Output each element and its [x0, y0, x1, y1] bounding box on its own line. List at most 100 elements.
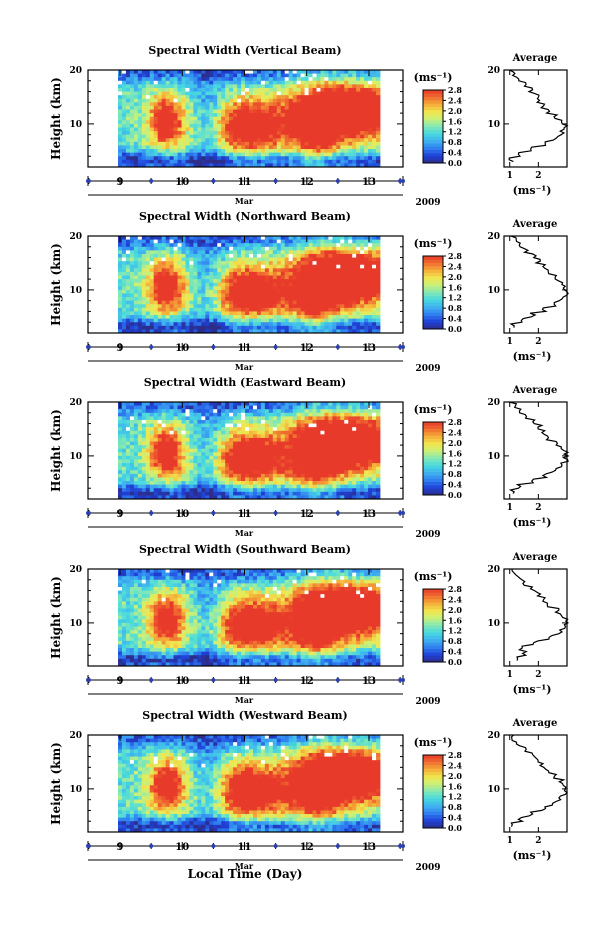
heatmap-cell: [249, 138, 253, 142]
heatmap-cell: [233, 406, 237, 410]
heatmap-cell: [316, 250, 320, 254]
colorbar-swatch: [423, 146, 443, 150]
heatmap-cell: [257, 74, 261, 78]
heatmap-cell: [293, 258, 297, 262]
heatmap-cell: [257, 160, 261, 164]
heatmap-cell: [134, 268, 138, 272]
heatmap-cell: [197, 145, 201, 149]
heatmap-cell: [305, 153, 309, 157]
heatmap-cell: [364, 127, 368, 131]
heatmap-cell: [154, 92, 158, 96]
heatmap-cell: [130, 279, 134, 283]
heatmap-cell: [237, 110, 241, 114]
heatmap-cell: [293, 95, 297, 99]
heatmap-cell: [233, 276, 237, 280]
heatmap-cell: [225, 420, 229, 424]
heatmap-cell: [241, 120, 245, 124]
heatmap-cell: [229, 265, 233, 269]
heatmap-cell: [197, 113, 201, 117]
heatmap-cell: [130, 145, 134, 149]
heatmap-cell: [225, 452, 229, 456]
heatmap-cell: [344, 279, 348, 283]
heatmap-cell: [229, 431, 233, 435]
heatmap-cell: [197, 247, 201, 251]
heatmap-cell: [205, 406, 209, 410]
heatmap-cell: [162, 297, 166, 301]
heatmap-cell: [273, 449, 277, 453]
heatmap-cell: [225, 84, 229, 88]
heatmap-cell: [237, 456, 241, 460]
heatmap-cell: [174, 409, 178, 413]
heatmap-cell: [265, 106, 269, 110]
heatmap-cell: [189, 261, 193, 265]
heatmap-cell: [289, 442, 293, 446]
heatmap-cell: [162, 416, 166, 420]
heatmap-cell: [126, 416, 130, 420]
heatmap-cell: [277, 272, 281, 276]
heatmap-cell: [166, 438, 170, 442]
heatmap-cell: [297, 138, 301, 142]
heatmap-cell: [118, 326, 122, 330]
heatmap-cell: [233, 290, 237, 294]
colorbar-swatch: [423, 156, 443, 160]
heatmap-cell: [221, 106, 225, 110]
heatmap-cell: [237, 488, 241, 492]
heatmap-cell: [245, 406, 249, 410]
heatmap-cell: [229, 138, 233, 142]
heatmap-cell: [174, 290, 178, 294]
heatmap-cell: [313, 110, 317, 114]
heatmap-cell: [241, 308, 245, 312]
heatmap-cell: [122, 77, 126, 81]
heatmap-cell: [253, 286, 257, 290]
heatmap-cell: [297, 135, 301, 139]
heatmap-cell: [170, 452, 174, 456]
heatmap-cell: [182, 279, 186, 283]
heatmap-cell: [142, 84, 146, 88]
heatmap-cell: [213, 477, 217, 481]
heatmap-cell: [297, 240, 301, 244]
heatmap-cell: [360, 243, 364, 247]
heatmap-cell: [316, 283, 320, 287]
heatmap-cell: [162, 95, 166, 99]
heatmap-cell: [193, 243, 197, 247]
heatmap-cell: [348, 326, 352, 330]
heatmap-cell: [158, 301, 162, 305]
heatmap-cell: [265, 276, 269, 280]
heatmap-cell: [332, 279, 336, 283]
heatmap-cell: [205, 434, 209, 438]
heatmap-cell: [352, 240, 356, 244]
heatmap-cell: [368, 243, 372, 247]
heatmap-cell: [273, 110, 277, 114]
heatmap-cell: [158, 247, 162, 251]
heatmap-cell: [277, 88, 281, 92]
heatmap-cell: [336, 77, 340, 81]
heatmap-cell: [360, 156, 364, 160]
heatmap-cell: [142, 477, 146, 481]
heatmap-cell: [158, 452, 162, 456]
heatmap-cell: [265, 247, 269, 251]
heatmap-cell: [146, 467, 150, 471]
heatmap-cell: [305, 304, 309, 308]
heatmap-cell: [269, 427, 273, 431]
heatmap-cell: [273, 424, 277, 428]
heatmap-cell: [261, 481, 265, 485]
heatmap-cell: [360, 131, 364, 135]
heatmap-cell: [257, 268, 261, 272]
heatmap-cell: [217, 456, 221, 460]
colorbar-tick-label: 2.4: [448, 95, 462, 105]
heatmap-cell: [201, 322, 205, 326]
heatmap-cell: [360, 84, 364, 88]
time-axis-marker: [401, 345, 405, 349]
heatmap-cell: [185, 149, 189, 153]
heatmap-cell: [273, 160, 277, 164]
heatmap-cell: [126, 268, 130, 272]
heatmap-cell: [205, 315, 209, 319]
heatmap-cell: [249, 319, 253, 323]
heatmap-cell: [289, 420, 293, 424]
heatmap-cell: [229, 474, 233, 478]
heatmap-cell: [174, 279, 178, 283]
heatmap-cell: [178, 138, 182, 142]
heatmap-cell: [269, 409, 273, 413]
heatmap-cell: [320, 247, 324, 251]
heatmap-cell: [205, 326, 209, 330]
